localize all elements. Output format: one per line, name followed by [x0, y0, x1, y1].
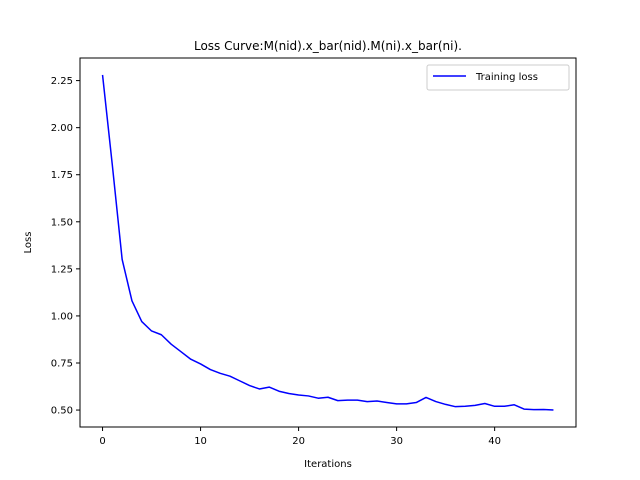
- x-axis: 0 10 20 30 40: [99, 427, 501, 447]
- plot-area: [79, 57, 577, 428]
- x-tick-label: 10: [194, 436, 207, 447]
- x-tick-label: 30: [390, 436, 403, 447]
- y-tick-label: 1.75: [51, 170, 73, 181]
- x-tick-label: 0: [99, 436, 105, 447]
- y-tick-label: 0.75: [51, 358, 73, 369]
- chart-title: Loss Curve:M(nid).x_bar(nid).M(ni).x_bar…: [194, 39, 462, 53]
- y-axis-label: Loss: [23, 232, 34, 254]
- y-tick-label: 2.25: [51, 76, 73, 87]
- y-tick-label: 0.50: [51, 406, 73, 417]
- y-axis: 0.50 0.75 1.00 1.25 1.50 1.75 2.00 2.25: [51, 76, 80, 417]
- legend-label-training-loss: Training loss: [475, 72, 538, 83]
- x-axis-label: Iterations: [304, 459, 352, 470]
- x-tick-label: 20: [292, 436, 305, 447]
- y-tick-label: 1.00: [51, 311, 73, 322]
- y-tick-label: 2.00: [51, 123, 73, 134]
- series-layer: [101, 74, 554, 411]
- y-tick-label: 1.25: [51, 264, 73, 275]
- x-tick-label: 40: [488, 436, 501, 447]
- series-line-training-loss: [101, 74, 554, 411]
- legend-box: [426, 64, 570, 91]
- y-tick-label: 1.50: [51, 217, 73, 228]
- legend: Training loss: [426, 64, 570, 91]
